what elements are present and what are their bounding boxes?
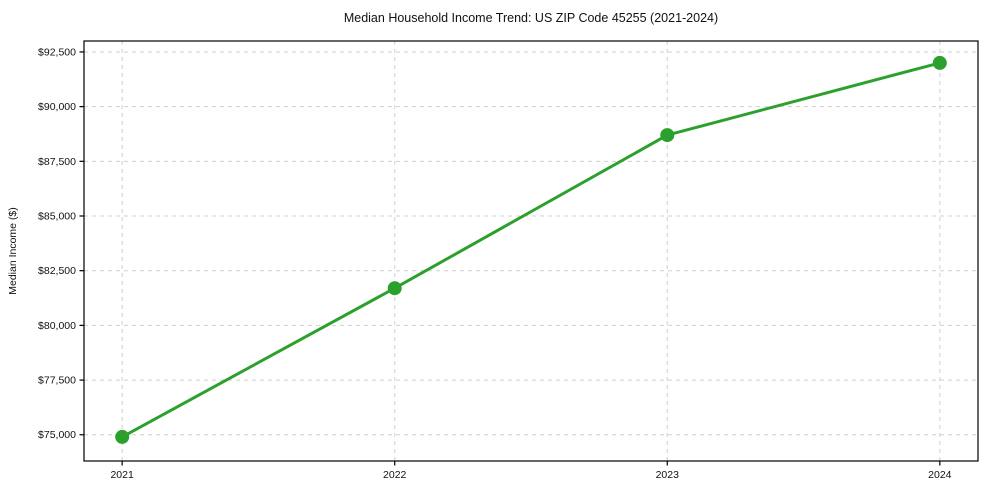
y-tick-label: $80,000 xyxy=(38,320,76,332)
data-point-marker xyxy=(115,429,130,444)
data-point-marker xyxy=(932,55,947,70)
data-point-markers xyxy=(115,55,947,444)
data-point-marker xyxy=(660,128,675,143)
x-tick-label: 2023 xyxy=(656,469,680,481)
y-tick-label: $77,500 xyxy=(38,375,76,387)
gridlines xyxy=(84,41,978,461)
y-tick-label: $85,000 xyxy=(38,210,76,222)
chart-title: Median Household Income Trend: US ZIP Co… xyxy=(344,11,718,25)
series-line xyxy=(120,61,942,439)
y-axis-label: Median Income ($) xyxy=(7,207,19,295)
y-tick-label: $87,500 xyxy=(38,156,76,168)
y-tick-label: $90,000 xyxy=(38,101,76,113)
y-tick-label: $75,000 xyxy=(38,429,76,441)
y-tick-label: $82,500 xyxy=(38,265,76,277)
data-point-marker xyxy=(387,281,402,296)
axis-ticks xyxy=(79,51,941,466)
x-tick-label: 2021 xyxy=(110,469,134,481)
y-tick-label: $92,500 xyxy=(38,46,76,58)
plot-border xyxy=(83,40,979,462)
x-tick-label: 2022 xyxy=(383,469,407,481)
x-tick-label: 2024 xyxy=(928,469,952,481)
axis-tick-labels: $75,000 $77,500 $80,000 $82,500 $85,000 $87,5… xyxy=(38,46,952,481)
